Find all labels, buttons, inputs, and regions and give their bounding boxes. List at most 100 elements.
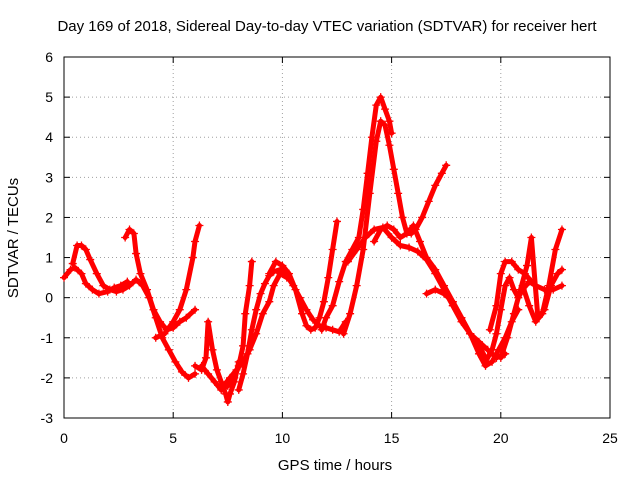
data-point	[219, 381, 228, 390]
y-tick-label: 2	[45, 209, 53, 225]
data-point	[457, 313, 466, 322]
y-tick-label: -2	[41, 370, 54, 386]
data-point	[518, 281, 527, 290]
data-point	[422, 289, 431, 298]
data-point	[265, 297, 274, 306]
data-point	[413, 247, 422, 256]
data-point	[191, 237, 200, 246]
data-point	[514, 265, 523, 274]
data-point	[302, 321, 311, 330]
data-point	[284, 269, 293, 278]
data-point	[523, 261, 532, 270]
data-point	[298, 309, 307, 318]
data-point	[184, 373, 193, 382]
y-tick-label: -1	[41, 330, 54, 346]
data-point	[492, 329, 501, 338]
data-point	[383, 221, 392, 230]
data-point	[376, 93, 385, 102]
data-point	[503, 333, 512, 342]
data-point	[370, 237, 379, 246]
data-point	[177, 367, 186, 376]
data-point	[239, 369, 248, 378]
x-tick-label: 20	[493, 430, 509, 446]
data-point	[496, 353, 505, 362]
series-arc-18	[518, 225, 566, 326]
plot-frame	[63, 56, 611, 419]
data-point	[204, 369, 213, 378]
data-point	[258, 309, 267, 318]
series-arc-4	[151, 221, 204, 342]
data-point	[352, 245, 361, 254]
data-point	[125, 225, 134, 234]
data-point	[376, 225, 385, 234]
x-tick-labels: 0 5 10 15 20 25	[60, 430, 618, 446]
data-point	[385, 117, 394, 126]
data-point	[440, 289, 449, 298]
data-point	[557, 281, 566, 290]
data-point	[129, 229, 138, 238]
data-point	[402, 229, 411, 238]
data-point	[223, 397, 232, 406]
data-point	[389, 165, 398, 174]
data-point	[474, 345, 483, 354]
data-point	[60, 273, 68, 282]
x-tick-label: 0	[60, 430, 68, 446]
data-point	[217, 385, 226, 394]
data-point	[302, 305, 311, 314]
data-point	[557, 265, 566, 274]
data-point	[156, 317, 165, 326]
data-point	[195, 221, 204, 230]
data-point	[496, 305, 505, 314]
data-point	[175, 305, 184, 314]
data-point	[256, 289, 265, 298]
data-point	[291, 285, 300, 294]
data-point	[149, 305, 158, 314]
data-series	[60, 93, 566, 406]
data-point	[398, 213, 407, 222]
series-trace	[192, 319, 242, 405]
x-tick-label: 25	[602, 430, 618, 446]
data-point	[346, 309, 355, 318]
data-point	[488, 345, 497, 354]
y-tick-label: 4	[45, 129, 53, 145]
x-tick-label: 10	[275, 430, 291, 446]
data-point	[151, 333, 160, 342]
data-point	[324, 273, 333, 282]
data-point	[531, 317, 540, 326]
data-point	[239, 341, 248, 350]
data-point	[496, 269, 505, 278]
data-point	[204, 317, 213, 326]
data-point	[81, 279, 90, 288]
data-point	[328, 301, 337, 310]
data-point	[492, 301, 501, 310]
data-point	[142, 285, 151, 294]
data-point	[81, 245, 90, 254]
data-point	[241, 309, 250, 318]
data-point	[389, 225, 398, 234]
data-point	[544, 281, 553, 290]
data-point	[269, 281, 278, 290]
data-point	[394, 189, 403, 198]
x-axis-label: GPS time / hours	[278, 457, 392, 474]
data-point	[201, 353, 210, 362]
data-point	[481, 357, 490, 366]
y-axis-label: SDTVAR / TECUs	[5, 178, 22, 298]
data-point	[105, 285, 114, 294]
data-point	[328, 245, 337, 254]
data-point	[501, 281, 510, 290]
data-point	[121, 233, 130, 242]
data-point	[136, 269, 145, 278]
data-point	[381, 105, 390, 114]
series-arc-5	[191, 317, 243, 406]
data-point	[352, 281, 361, 290]
data-point	[372, 137, 381, 146]
data-point	[372, 101, 381, 110]
data-point	[77, 241, 86, 250]
data-point	[182, 285, 191, 294]
data-point	[265, 269, 274, 278]
data-point	[99, 281, 108, 290]
series-trace	[266, 219, 340, 333]
data-point	[225, 389, 234, 398]
data-point	[169, 317, 178, 326]
